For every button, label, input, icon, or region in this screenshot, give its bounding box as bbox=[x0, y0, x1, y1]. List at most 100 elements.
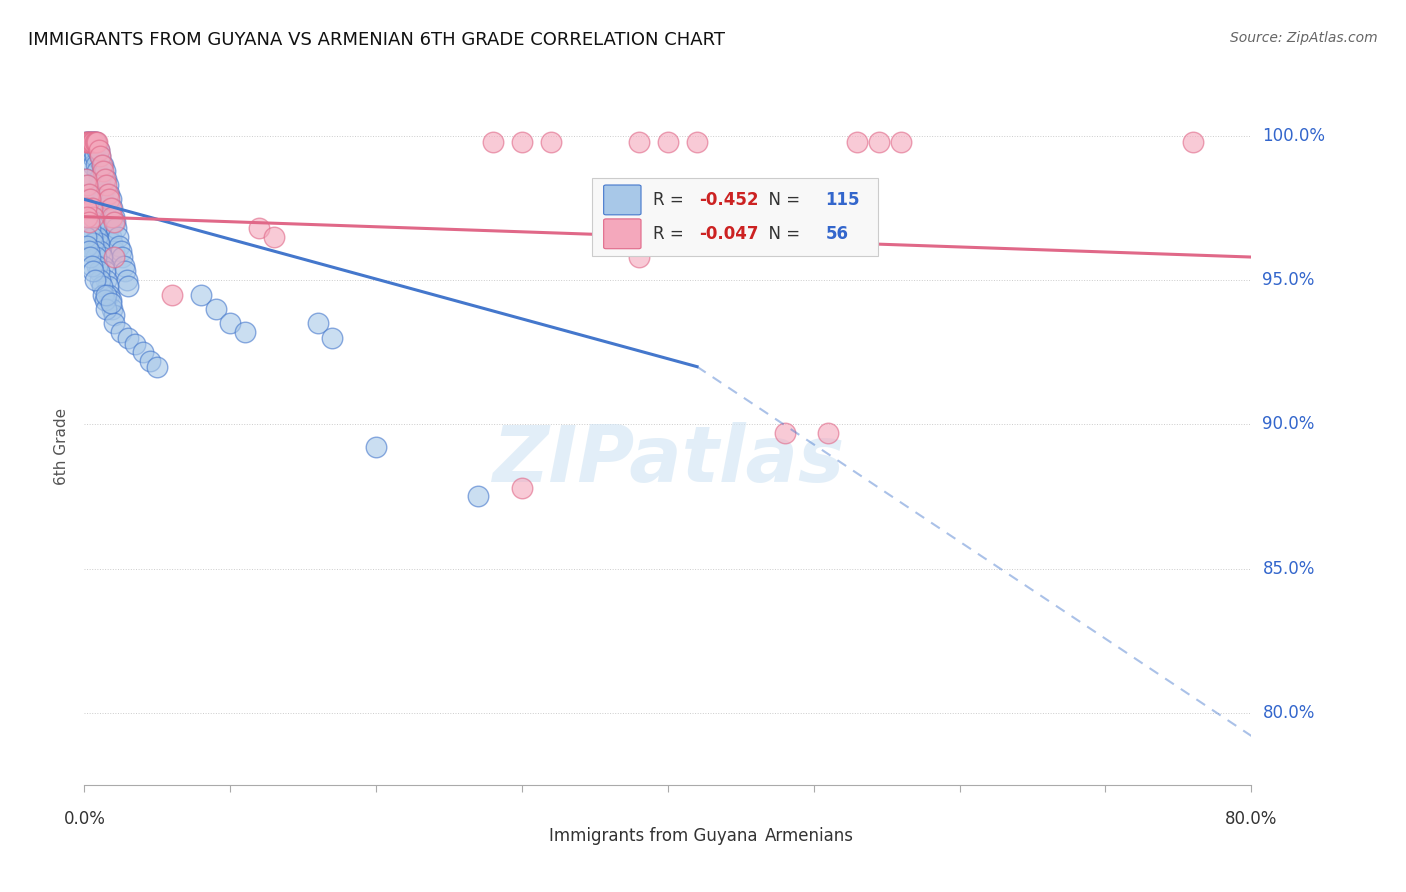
Point bbox=[83, 149, 105, 163]
Point bbox=[77, 215, 100, 229]
Point bbox=[75, 172, 97, 186]
Point bbox=[76, 178, 98, 192]
Point bbox=[96, 178, 118, 192]
Point bbox=[101, 210, 124, 224]
Point bbox=[307, 317, 329, 331]
Point bbox=[91, 192, 114, 206]
Point bbox=[79, 135, 101, 149]
Point bbox=[115, 273, 138, 287]
Text: R =: R = bbox=[652, 191, 689, 209]
Point bbox=[76, 238, 98, 252]
Point bbox=[132, 345, 155, 359]
Point bbox=[84, 158, 107, 172]
Text: -0.452: -0.452 bbox=[699, 191, 759, 209]
Point bbox=[110, 325, 132, 339]
Point bbox=[77, 215, 100, 229]
Point bbox=[890, 135, 912, 149]
Point bbox=[482, 135, 505, 149]
Point bbox=[146, 359, 169, 374]
Point bbox=[75, 135, 97, 149]
Point bbox=[160, 287, 183, 301]
Point bbox=[1182, 135, 1205, 149]
Text: R =: R = bbox=[652, 225, 689, 243]
Point bbox=[80, 201, 103, 215]
Point bbox=[100, 293, 122, 308]
FancyBboxPatch shape bbox=[603, 219, 641, 249]
Point bbox=[79, 144, 101, 158]
Point bbox=[107, 230, 129, 244]
Point bbox=[84, 135, 107, 149]
Point bbox=[97, 215, 120, 229]
Point bbox=[263, 230, 285, 244]
Point bbox=[111, 250, 134, 264]
Point bbox=[75, 201, 97, 215]
Point bbox=[86, 144, 108, 158]
Point bbox=[100, 230, 122, 244]
Point bbox=[846, 135, 869, 149]
FancyBboxPatch shape bbox=[603, 185, 641, 215]
Point bbox=[97, 178, 120, 192]
Point bbox=[104, 215, 127, 229]
Point bbox=[80, 230, 103, 244]
Text: 115: 115 bbox=[825, 191, 860, 209]
Point bbox=[817, 425, 839, 440]
Point bbox=[86, 230, 108, 244]
Point bbox=[75, 230, 97, 244]
Point bbox=[657, 135, 679, 149]
Point bbox=[100, 192, 122, 206]
Point bbox=[510, 135, 533, 149]
Text: N =: N = bbox=[758, 191, 806, 209]
Point bbox=[79, 221, 101, 235]
Point bbox=[91, 287, 114, 301]
Point bbox=[77, 186, 100, 201]
Point bbox=[89, 149, 111, 163]
Point bbox=[627, 250, 650, 264]
Point bbox=[94, 293, 117, 308]
Point bbox=[87, 144, 110, 158]
Text: Source: ZipAtlas.com: Source: ZipAtlas.com bbox=[1230, 31, 1378, 45]
Point bbox=[86, 135, 108, 149]
Point bbox=[112, 259, 135, 273]
Text: IMMIGRANTS FROM GUYANA VS ARMENIAN 6TH GRADE CORRELATION CHART: IMMIGRANTS FROM GUYANA VS ARMENIAN 6TH G… bbox=[28, 31, 725, 49]
Point bbox=[80, 135, 103, 149]
Point bbox=[84, 221, 107, 235]
Point bbox=[83, 135, 105, 149]
Point bbox=[90, 279, 112, 293]
Point bbox=[190, 287, 212, 301]
Point bbox=[86, 163, 108, 178]
Point bbox=[90, 250, 112, 264]
Point bbox=[96, 273, 118, 287]
Point bbox=[75, 172, 97, 186]
Point bbox=[219, 317, 242, 331]
Point bbox=[89, 244, 111, 259]
Point bbox=[86, 259, 108, 273]
Point bbox=[80, 201, 103, 215]
Text: ZIPatlas: ZIPatlas bbox=[492, 422, 844, 498]
Point bbox=[87, 172, 110, 186]
Y-axis label: 6th Grade: 6th Grade bbox=[53, 408, 69, 484]
Point bbox=[89, 178, 111, 192]
Point bbox=[76, 210, 98, 224]
Point bbox=[773, 425, 796, 440]
Point bbox=[82, 135, 104, 149]
Point bbox=[94, 201, 117, 215]
Point bbox=[204, 301, 226, 316]
Point bbox=[103, 317, 125, 331]
Text: Armenians: Armenians bbox=[765, 827, 853, 845]
Point bbox=[79, 250, 101, 264]
Point bbox=[249, 221, 271, 235]
Point bbox=[110, 244, 132, 259]
Point bbox=[97, 279, 120, 293]
Point bbox=[76, 135, 98, 149]
Text: Immigrants from Guyana: Immigrants from Guyana bbox=[548, 827, 758, 845]
Point bbox=[76, 210, 98, 224]
Text: -0.047: -0.047 bbox=[699, 225, 759, 243]
Point bbox=[103, 210, 125, 224]
Text: 85.0%: 85.0% bbox=[1263, 559, 1315, 578]
Point bbox=[84, 135, 107, 149]
Point bbox=[87, 264, 110, 278]
Point bbox=[96, 301, 118, 316]
Point bbox=[96, 172, 118, 186]
Point bbox=[77, 244, 100, 259]
Point bbox=[103, 250, 125, 264]
